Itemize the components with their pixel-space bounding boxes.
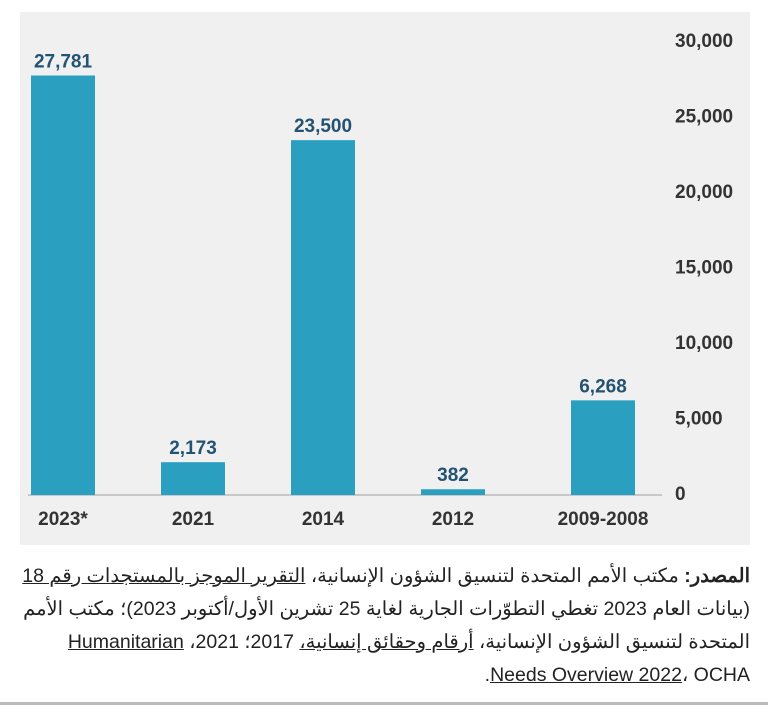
y-tick-label: 10,000 — [675, 333, 733, 354]
source-text: 2017؛ 2021، — [183, 631, 300, 653]
y-tick-label: 15,000 — [675, 258, 733, 279]
source-link[interactable]: أرقام وحقائق إنسانية، — [299, 631, 474, 653]
bar — [421, 489, 485, 495]
value-label: 23,500 — [294, 116, 352, 137]
source-text: (بيانات العام 2023 تغطي التطوّرات الجاري… — [23, 598, 750, 653]
bar — [31, 75, 95, 495]
value-label: 27,781 — [34, 52, 93, 73]
source-text: ، OCHA. — [484, 664, 750, 686]
source-note: المصدر: مكتب الأمم المتحدة لتنسيق الشؤون… — [20, 560, 750, 692]
value-label: 382 — [437, 465, 469, 486]
y-tick-label: 25,000 — [675, 107, 733, 128]
x-tick-label: 2023* — [38, 509, 88, 530]
source-link[interactable]: التقرير الموجز بالمستجدات رقم 18 — [22, 565, 306, 587]
chart: 0 5,000 10,000 15,000 20,000 25,000 30,000 2023… — [20, 12, 750, 545]
source-label: المصدر: — [684, 565, 750, 587]
bottom-rule — [0, 702, 768, 705]
bar — [291, 140, 355, 495]
chart-background — [20, 12, 750, 545]
y-tick-label: 0 — [675, 484, 686, 505]
x-tick-label: 2014 — [302, 509, 345, 530]
value-label: 2,173 — [169, 438, 217, 459]
y-tick-label: 20,000 — [675, 182, 733, 203]
source-link[interactable]: Humanitarian Needs Overview 2022 — [67, 631, 682, 686]
x-tick-label: 2021 — [172, 509, 215, 530]
x-tick-label: 2009-2008 — [558, 509, 649, 530]
x-tick-label: 2012 — [432, 509, 474, 530]
bar — [571, 400, 635, 495]
y-tick-label: 5,000 — [675, 409, 723, 430]
source-text: مكتب الأمم المتحدة لتنسيق الشؤون الإنسان… — [305, 565, 685, 587]
value-label: 6,268 — [579, 376, 627, 397]
y-tick-label: 30,000 — [675, 31, 733, 52]
bar — [161, 462, 225, 495]
